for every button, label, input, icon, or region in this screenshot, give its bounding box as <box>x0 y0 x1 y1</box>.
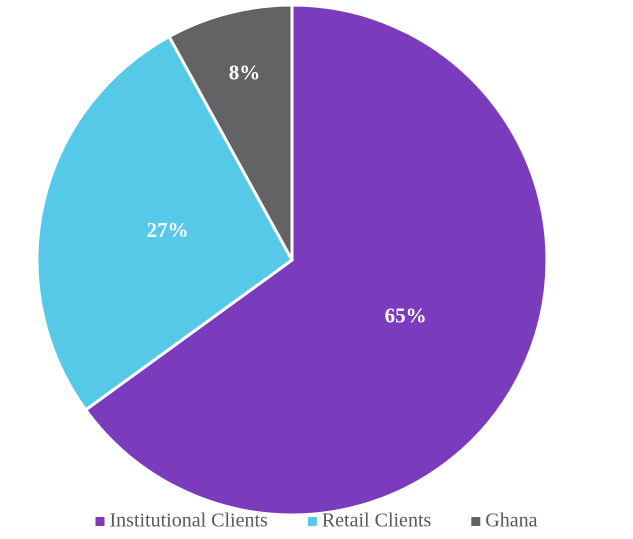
legend-marker <box>95 517 105 526</box>
legend-marker <box>471 517 481 526</box>
data-label: 8% <box>229 61 261 85</box>
legend-label: Ghana <box>485 510 537 532</box>
pie-slice <box>83 3 549 517</box>
pie-slice <box>35 34 294 412</box>
data-label: 65% <box>385 304 427 328</box>
legend-label: Retail Clients <box>322 510 432 532</box>
legend-marker <box>307 517 317 526</box>
pie-slice <box>167 3 294 261</box>
legend-label: Institutional Clients <box>110 510 269 532</box>
data-label: 27% <box>147 218 189 242</box>
